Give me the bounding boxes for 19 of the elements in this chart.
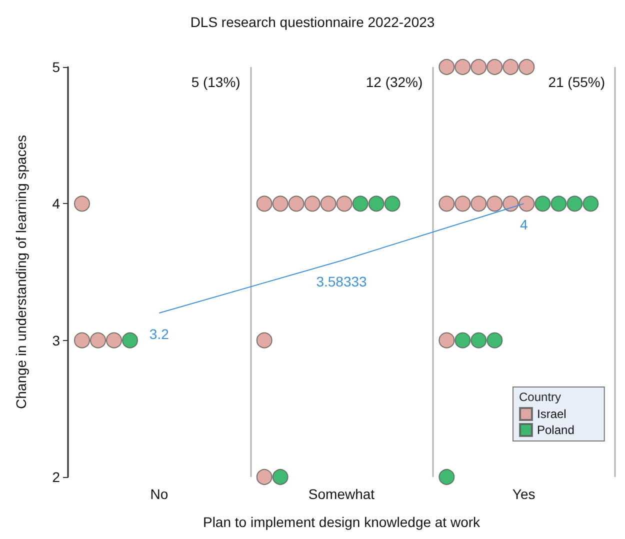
x-tick-label: No	[150, 486, 168, 502]
x-axis-title: Plan to implement design knowledge at work	[202, 514, 482, 530]
y-tick-label: 2	[52, 469, 60, 485]
legend-title: Country	[519, 390, 562, 404]
annotation: 12 (32%)	[366, 74, 423, 90]
y-tick-label: 3	[52, 332, 60, 348]
annotation: 5 (13%)	[191, 74, 240, 90]
data-label: 4	[520, 216, 528, 233]
x-tick-label: Somewhat	[308, 486, 375, 502]
legend-label: Israel	[537, 407, 566, 421]
data-label: 3.58333	[316, 274, 368, 290]
annotation: 21 (55%)	[548, 74, 606, 90]
y-axis-title: Change in understanding of learning spaces	[13, 135, 29, 409]
chart-title: DLS research questionnaire 2022-2023	[190, 14, 435, 30]
y-tick-label: 5	[52, 59, 60, 75]
x-tick-label: Yes	[512, 486, 536, 502]
y-tick-label: 4	[52, 196, 60, 212]
legend-label: Poland	[537, 423, 574, 437]
data-label: 3.2	[149, 326, 170, 342]
